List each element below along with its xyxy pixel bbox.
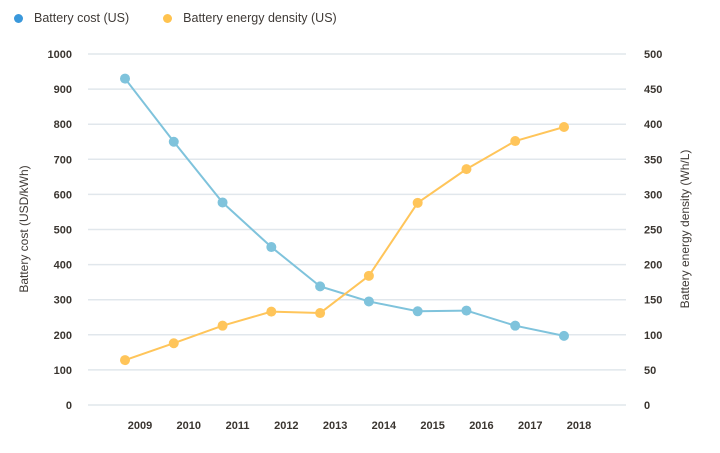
legend-marker-energy-density: [163, 13, 173, 23]
right-tick-label: 0: [644, 400, 650, 412]
data-point-battery-cost: [120, 73, 130, 84]
data-point-battery-cost: [266, 242, 277, 253]
data-point-energy-density: [315, 308, 326, 319]
data-point-battery-cost: [412, 306, 423, 317]
x-tick-label: 2010: [177, 420, 201, 432]
right-tick-label: 500: [644, 49, 662, 61]
x-tick-label: 2011: [226, 420, 250, 432]
data-point-battery-cost: [217, 197, 228, 208]
left-tick-label: 400: [54, 260, 72, 272]
left-tick-label: 800: [54, 119, 72, 131]
gridlines: [88, 53, 626, 406]
data-point-energy-density: [266, 306, 277, 317]
series-group: [120, 73, 569, 366]
data-point-energy-density: [412, 197, 423, 208]
data-point-battery-cost: [363, 296, 374, 307]
x-tick-label: 2017: [518, 420, 542, 432]
left-axis-ticks: 0 100 200 300 400 500 600 700 800 900 1000: [48, 49, 72, 412]
x-tick-label: 2016: [469, 420, 493, 432]
x-tick-label: 2018: [567, 420, 591, 432]
left-axis-title: Battery cost (USD/kWh): [17, 165, 31, 292]
data-point-energy-density: [461, 164, 472, 175]
x-tick-label: 2014: [372, 420, 397, 432]
left-tick-label: 700: [54, 154, 72, 166]
series-line-energy-density: [124, 126, 565, 362]
left-tick-label: 200: [54, 330, 72, 342]
right-tick-label: 400: [644, 119, 662, 131]
x-tick-label: 2015: [420, 420, 444, 432]
data-point-energy-density: [120, 355, 130, 366]
right-axis-ticks: 0 50 100 150 200 250 300 350 400 450 500: [644, 49, 662, 412]
right-tick-label: 100: [644, 330, 662, 342]
legend-item-battery-cost: Battery cost (US): [14, 11, 129, 25]
left-tick-label: 900: [54, 84, 72, 96]
left-tick-label: 100: [54, 365, 72, 377]
data-point-battery-cost: [315, 281, 326, 292]
legend-label-battery-cost: Battery cost (US): [34, 11, 130, 25]
right-tick-label: 250: [644, 225, 662, 237]
left-tick-label: 0: [66, 400, 72, 412]
left-tick-label: 500: [54, 225, 72, 237]
x-tick-label: 2012: [274, 420, 298, 432]
right-tick-label: 200: [644, 260, 662, 272]
legend: Battery cost (US) Battery energy density…: [14, 11, 371, 25]
x-tick-label: 2013: [323, 420, 347, 432]
data-point-energy-density: [363, 270, 374, 281]
data-point-battery-cost: [461, 305, 472, 316]
data-point-energy-density: [510, 136, 521, 147]
legend-label-energy-density: Battery energy density (US): [183, 11, 337, 25]
data-point-energy-density: [559, 122, 569, 133]
data-point-energy-density: [217, 320, 228, 331]
right-tick-label: 300: [644, 189, 662, 201]
right-tick-label: 50: [644, 365, 656, 377]
data-point-battery-cost: [559, 330, 569, 341]
left-tick-label: 600: [54, 189, 72, 201]
x-tick-label: 2009: [128, 420, 152, 432]
left-tick-label: 300: [54, 295, 72, 307]
series-line-battery-cost: [124, 77, 565, 337]
right-tick-label: 350: [644, 154, 662, 166]
right-tick-label: 150: [644, 295, 662, 307]
data-point-energy-density: [168, 338, 179, 349]
x-axis-ticks: 2009 2010 2011 2012 2013 2014 2015 2016 2017 2018: [128, 420, 591, 432]
right-axis-title: Battery energy density (Wh/L): [678, 150, 692, 309]
data-point-battery-cost: [510, 320, 521, 331]
legend-marker-battery-cost: [14, 13, 23, 23]
right-tick-label: 450: [644, 84, 662, 96]
left-tick-label: 1000: [48, 49, 72, 61]
legend-item-energy-density: Battery energy density (US): [163, 11, 337, 25]
data-point-battery-cost: [168, 136, 179, 147]
